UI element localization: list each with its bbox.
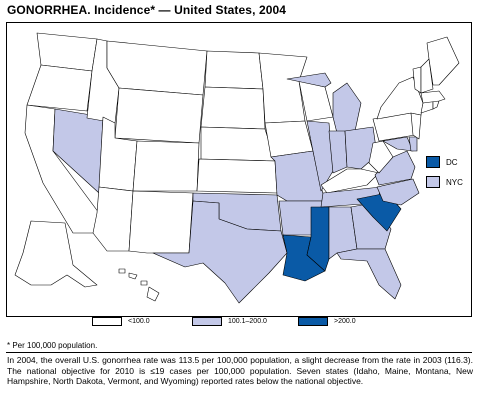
- state-massachusetts: [420, 90, 446, 104]
- legend-nyc-label: NYC: [446, 177, 463, 187]
- legend-dc-label: DC: [446, 157, 458, 167]
- state-florida: [336, 248, 402, 300]
- state-south-dakota: [200, 86, 266, 130]
- swatch-mid: [192, 317, 222, 326]
- state-new-hampshire: [420, 58, 434, 94]
- state-kansas: [196, 158, 278, 194]
- footnote: * Per 100,000 population.: [7, 341, 98, 350]
- state-hawaii: [118, 268, 160, 302]
- state-new-mexico: [128, 190, 194, 254]
- state-colorado: [132, 140, 200, 192]
- map-frame: DC NYC: [6, 22, 472, 317]
- legend-low-label: <100.0: [128, 318, 150, 325]
- map-title: GONORRHEA. Incidence* — United States, 2…: [7, 3, 287, 17]
- legend-low: <100.0: [92, 317, 150, 326]
- state-delaware: [408, 136, 418, 152]
- state-wyoming: [114, 87, 204, 144]
- us-map: [14, 32, 460, 304]
- swatch-low: [92, 317, 122, 326]
- state-rhode-island: [432, 100, 440, 110]
- swatch-high: [298, 317, 328, 326]
- state-iowa: [264, 120, 314, 158]
- state-maine: [426, 36, 460, 86]
- state-north-carolina: [376, 178, 420, 206]
- rate-legend: <100.0 100.1–200.0 >200.0: [6, 317, 472, 329]
- legend-nyc: NYC: [426, 176, 463, 188]
- state-arizona: [92, 186, 134, 252]
- legend-mid-label: 100.1–200.0: [228, 318, 267, 325]
- state-nebraska: [200, 126, 276, 162]
- state-texas: [152, 200, 288, 304]
- state-montana: [106, 40, 208, 96]
- legend-high-label: >200.0: [334, 318, 356, 325]
- legend-mid: 100.1–200.0: [192, 317, 267, 326]
- legend-dc: DC: [426, 156, 458, 168]
- summary-text: In 2004, the overall U.S. gonorrhea rate…: [7, 355, 473, 386]
- state-west-virginia: [368, 140, 394, 174]
- state-oregon: [26, 64, 93, 112]
- state-minnesota: [258, 52, 308, 124]
- divider: [6, 352, 472, 353]
- state-north-dakota: [204, 50, 264, 90]
- legend-high: >200.0: [298, 317, 356, 326]
- swatch-dc: [426, 156, 440, 168]
- state-alaska: [14, 220, 98, 288]
- swatch-nyc: [426, 176, 440, 188]
